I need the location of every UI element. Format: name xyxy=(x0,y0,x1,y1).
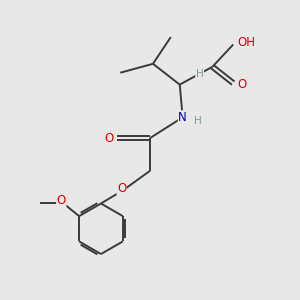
Text: N: N xyxy=(178,111,187,124)
Text: H: H xyxy=(194,116,202,126)
Text: H: H xyxy=(196,69,203,79)
Text: O: O xyxy=(238,78,247,91)
Text: O: O xyxy=(117,182,126,194)
Text: O: O xyxy=(57,194,66,207)
Text: OH: OH xyxy=(238,37,256,50)
Text: O: O xyxy=(104,132,114,145)
